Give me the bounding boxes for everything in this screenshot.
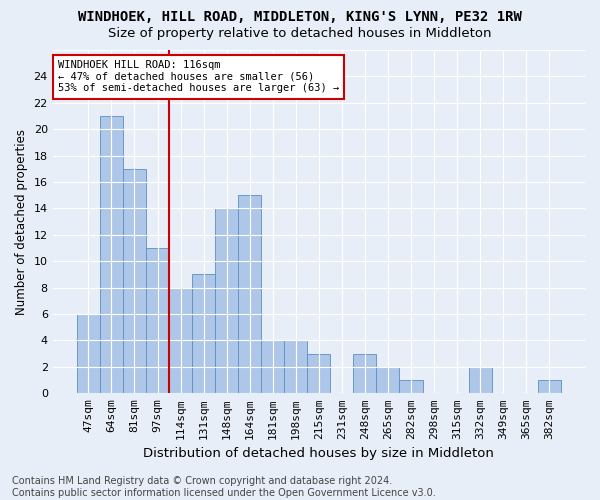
Text: Size of property relative to detached houses in Middleton: Size of property relative to detached ho…: [108, 28, 492, 40]
Bar: [307, 354, 331, 394]
Text: Contains HM Land Registry data © Crown copyright and database right 2024.
Contai: Contains HM Land Registry data © Crown c…: [12, 476, 436, 498]
Bar: [376, 367, 400, 394]
Bar: [100, 116, 123, 394]
Bar: [146, 248, 169, 394]
Bar: [192, 274, 215, 394]
Bar: [215, 208, 238, 394]
Bar: [353, 354, 376, 394]
Text: WINDHOEK HILL ROAD: 116sqm
← 47% of detached houses are smaller (56)
53% of semi: WINDHOEK HILL ROAD: 116sqm ← 47% of deta…: [58, 60, 339, 94]
Bar: [284, 340, 307, 394]
Bar: [538, 380, 561, 394]
Bar: [123, 169, 146, 394]
Y-axis label: Number of detached properties: Number of detached properties: [15, 128, 28, 314]
Text: WINDHOEK, HILL ROAD, MIDDLETON, KING'S LYNN, PE32 1RW: WINDHOEK, HILL ROAD, MIDDLETON, KING'S L…: [78, 10, 522, 24]
Bar: [469, 367, 491, 394]
X-axis label: Distribution of detached houses by size in Middleton: Distribution of detached houses by size …: [143, 447, 494, 460]
Bar: [261, 340, 284, 394]
Bar: [77, 314, 100, 394]
Bar: [400, 380, 422, 394]
Bar: [169, 288, 192, 394]
Bar: [238, 195, 261, 394]
